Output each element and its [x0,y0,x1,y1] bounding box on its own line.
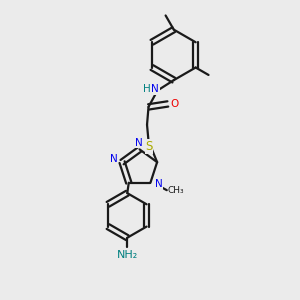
Text: N: N [135,138,143,148]
Text: S: S [146,140,153,153]
Text: O: O [170,99,178,109]
Text: CH₃: CH₃ [168,186,184,195]
Text: N: N [155,179,163,189]
Text: N: N [110,154,118,164]
Text: H: H [143,84,151,94]
Text: N: N [152,84,159,94]
Text: NH₂: NH₂ [117,250,138,260]
